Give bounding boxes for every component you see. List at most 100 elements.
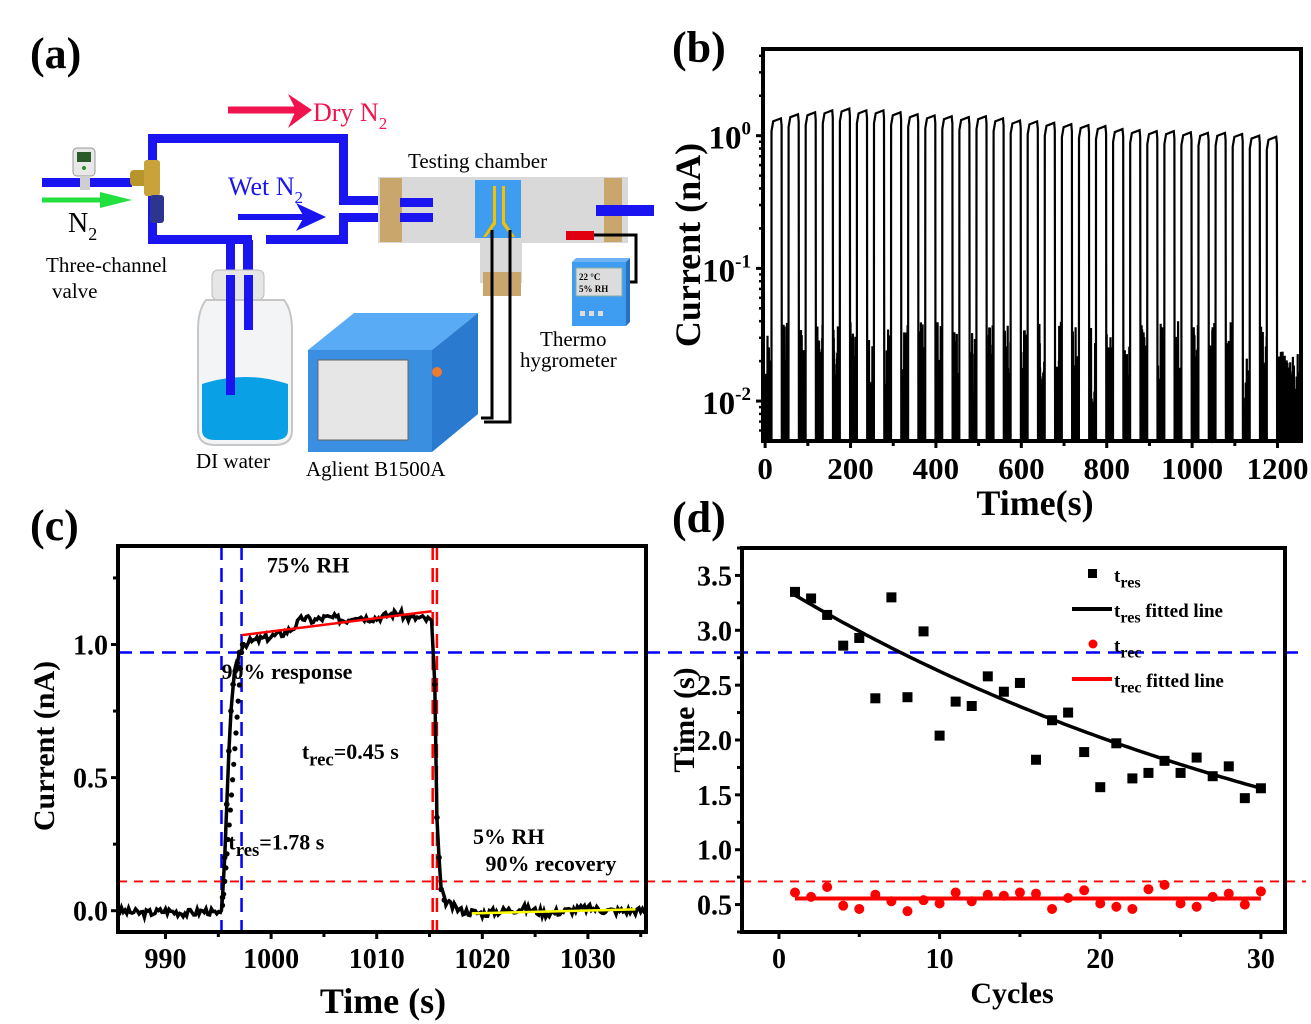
tres-point	[1063, 707, 1074, 718]
agilent-b1500a-instrument-icon	[308, 313, 478, 452]
tres-point	[806, 593, 817, 604]
di-water-bottle-icon	[197, 269, 293, 446]
wet-n2-label: Wet N2	[228, 172, 303, 207]
trec-point	[1047, 903, 1058, 914]
tres-point	[886, 592, 897, 603]
tres-point	[1127, 773, 1138, 784]
data-point	[236, 682, 242, 688]
valve-label-line2: valve	[52, 279, 97, 303]
data-point	[234, 714, 240, 720]
x-tick-label: 0	[772, 944, 786, 975]
y-tick-label: 1.5	[697, 781, 732, 812]
y-tick-label: 0.5	[73, 764, 108, 795]
x-tick-label: 1010	[349, 944, 405, 975]
hygrometer-label-line2: hygrometer	[520, 348, 617, 372]
trec-point	[966, 896, 977, 907]
tres-fitted-line	[794, 593, 1262, 790]
panel-label-a: (a)	[30, 29, 82, 78]
trec-point	[1079, 885, 1090, 896]
x-tick-label: 20	[1086, 944, 1114, 975]
data-point	[237, 666, 244, 672]
trec-point	[822, 882, 833, 893]
tres-point	[966, 700, 977, 711]
current-trace	[117, 604, 647, 924]
x-tick-label: 1000	[1161, 451, 1223, 486]
data-point	[226, 822, 232, 828]
x-tick-label: 400	[913, 451, 960, 486]
y-tick-label: 10-2	[702, 384, 751, 422]
setup-schematic: Dry N2 N2 Three-channel valve Wet N2	[42, 94, 654, 481]
tres-point	[1239, 793, 1250, 804]
legend-entry: trec fitted line	[1114, 671, 1224, 697]
x-axis-title: Time(s)	[976, 483, 1093, 523]
y-axis-title: Time (s)	[668, 667, 701, 772]
y-tick-label: 1.0	[73, 630, 108, 661]
tres-point	[1079, 747, 1090, 758]
tres-point	[982, 671, 993, 682]
tres-point	[950, 696, 961, 707]
annotation-recovery: 90% recovery	[485, 851, 616, 876]
tres-point	[1030, 754, 1041, 765]
y-axis-title: Current (nA)	[28, 661, 61, 831]
valve-label-line1: Three-channel	[46, 253, 167, 277]
trec-point	[790, 887, 801, 898]
hygrometer-humidity-readout: 5% RH	[579, 284, 608, 294]
testing-chamber-label: Testing chamber	[408, 149, 547, 173]
annotation-response: 90% response	[221, 659, 352, 684]
hygrometer-label-line1: Thermo	[540, 327, 606, 351]
data-point	[434, 814, 440, 821]
tres-point	[1047, 715, 1058, 726]
tres-point	[1223, 761, 1234, 772]
n2-label: N2	[68, 208, 97, 244]
legend-marker-circle	[1088, 639, 1098, 649]
tres-point	[902, 692, 913, 703]
n2-inlet-arrow-icon	[42, 192, 132, 208]
tres-point	[1143, 767, 1154, 778]
x-tick-label: 990	[145, 944, 187, 975]
data-point	[225, 836, 231, 843]
trec-point	[1223, 888, 1234, 899]
trec-point	[1063, 892, 1074, 903]
y-tick-label: 0.0	[73, 897, 108, 928]
x-tick-label: 10	[926, 944, 954, 975]
tres-point	[1191, 752, 1202, 763]
y-tick-label: 3.5	[697, 561, 732, 592]
x-tick-label: 200	[827, 451, 874, 486]
plot-frame	[761, 47, 1303, 443]
trec-point	[1175, 898, 1186, 909]
y-tick-label: 1.0	[697, 836, 732, 867]
tres-point	[870, 693, 881, 704]
y-tick-label: 2.5	[697, 671, 732, 702]
data-point	[230, 777, 236, 783]
legend-entry: tres	[1114, 566, 1141, 592]
data-point	[223, 801, 230, 808]
x-tick-label: 0	[757, 451, 773, 486]
trec-point	[1159, 879, 1170, 890]
trec-point	[1030, 888, 1041, 899]
data-point	[222, 878, 228, 884]
three-channel-valve-icon	[130, 160, 164, 223]
data-point	[228, 792, 235, 798]
data-point	[230, 681, 236, 688]
panel-label-d: (d)	[672, 493, 726, 542]
x-tick-label: 1200	[1247, 451, 1309, 486]
trec-point	[982, 889, 993, 900]
data-point	[223, 865, 229, 871]
tres-point	[1175, 767, 1186, 778]
tres-point	[1014, 677, 1025, 688]
tres-point	[934, 730, 945, 741]
x-tick-label: 1000	[243, 944, 299, 975]
x-axis-title: Time (s)	[320, 981, 446, 1021]
trec-point	[998, 890, 1009, 901]
di-water-label: DI water	[196, 449, 270, 473]
testing-chamber-icon	[378, 177, 654, 424]
hygrometer-temperature-readout: 22 °C	[579, 272, 600, 282]
data-point	[231, 761, 237, 767]
data-point	[239, 641, 246, 648]
flow-meter-icon	[72, 147, 96, 190]
trec-point	[806, 891, 817, 902]
tres-point	[822, 609, 833, 620]
panel-label-c: (c)	[30, 501, 79, 550]
data-point	[232, 668, 239, 674]
